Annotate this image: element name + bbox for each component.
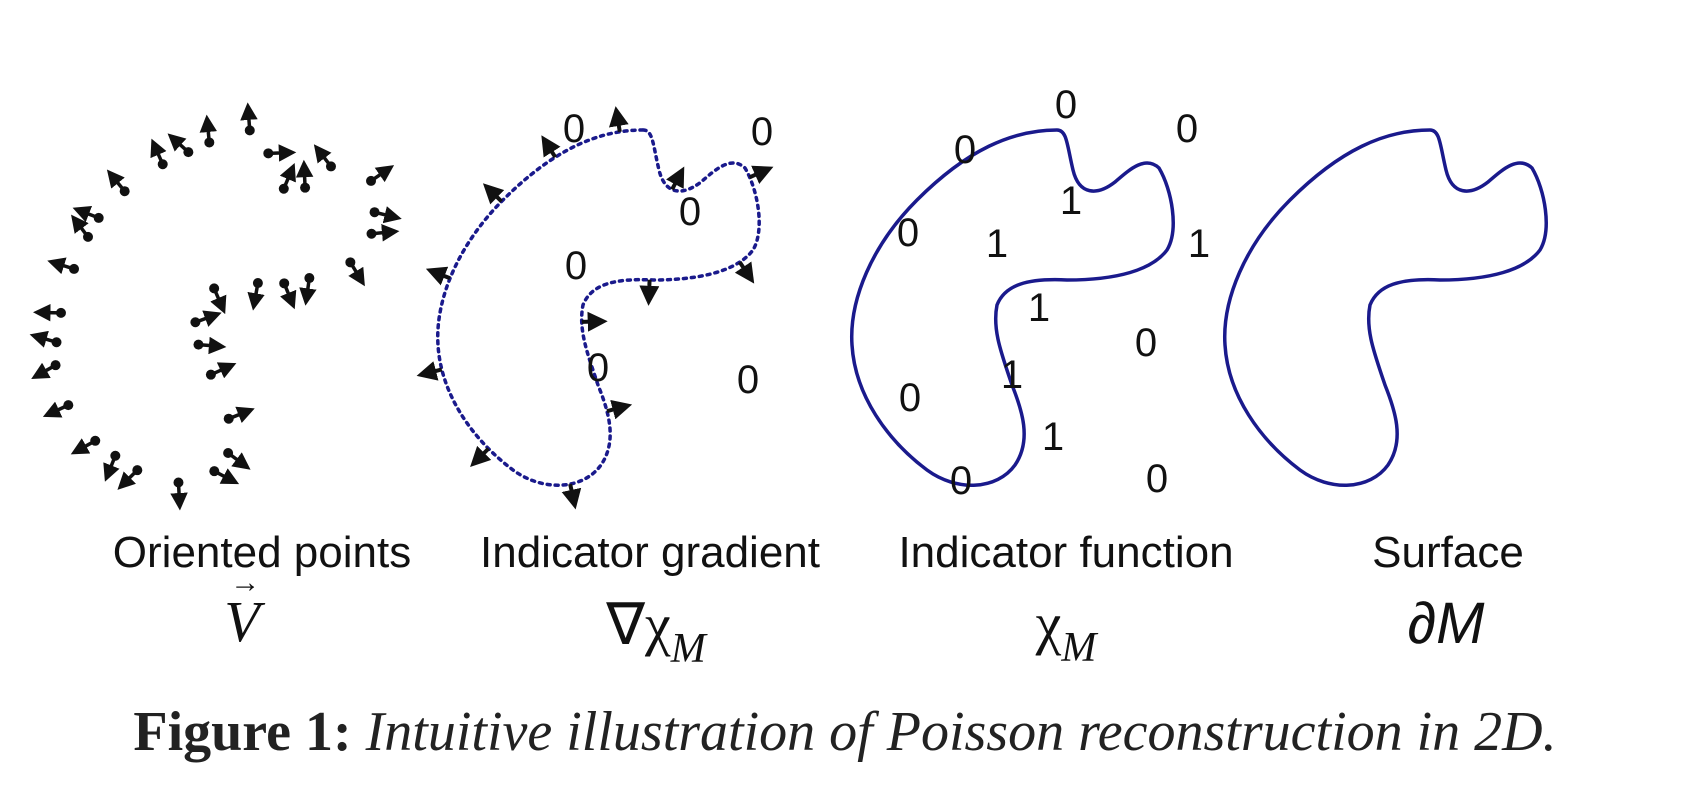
- normal-arrow: [150, 138, 167, 165]
- normal-arrow: [42, 401, 70, 418]
- normal-arrow: [295, 159, 314, 188]
- normal-arrow: [299, 277, 317, 306]
- gradient-arrows: [416, 106, 774, 510]
- inside-one-labels: 1 1 1 1 1 1: [986, 179, 1210, 459]
- outside-zero-labels: 0 0 0 0 0 0 0 0: [897, 83, 1198, 503]
- gradient-arrow: [748, 165, 774, 184]
- gradient-zero-labels: 0 0 0 0 0 0: [563, 107, 773, 402]
- outside-value: 0: [1135, 321, 1157, 365]
- normal-arrow: [370, 165, 395, 183]
- partial-symbol: ∂: [1407, 591, 1437, 656]
- normal-arrow: [198, 336, 227, 355]
- normal-arrow: [29, 330, 57, 348]
- normal-arrow: [117, 468, 139, 490]
- gradient-arrow: [470, 445, 492, 467]
- gradient-arrow: [608, 106, 629, 133]
- solid-boundary-curve: [850, 128, 1175, 487]
- gradient-arrow: [666, 166, 685, 191]
- oriented-points-panel: [29, 102, 402, 511]
- outside-value: 0: [954, 128, 976, 172]
- normal-arrow: [374, 206, 402, 224]
- outside-value: 0: [899, 376, 921, 420]
- gradient-value: 0: [751, 110, 773, 154]
- outside-value: 0: [897, 211, 919, 255]
- symbol-indicator-function: χM: [1035, 590, 1097, 671]
- normal-arrow: [103, 455, 120, 482]
- caption-text: Intuitive illustration of Poisson recons…: [365, 701, 1557, 763]
- symbol-indicator-gradient: ∇χM: [606, 590, 706, 672]
- gradient-value: 0: [587, 346, 609, 390]
- inside-value: 1: [1001, 353, 1023, 397]
- outside-value: 0: [1176, 107, 1198, 151]
- gradient-arrow: [416, 361, 443, 381]
- outside-value: 0: [1146, 457, 1168, 501]
- outside-value: 0: [1055, 83, 1077, 127]
- subscript-m: M: [670, 626, 706, 672]
- normal-arrow: [167, 133, 190, 154]
- panel-label-oriented-points: Oriented points: [112, 528, 412, 577]
- gradient-arrow: [425, 266, 451, 286]
- vector-arrow-icon: →: [230, 566, 261, 599]
- normal-arrow: [194, 310, 222, 327]
- normal-arrow: [247, 282, 265, 311]
- normal-arrow: [280, 282, 297, 310]
- gradient-value: 0: [565, 244, 587, 288]
- m-letter: M: [1436, 591, 1485, 656]
- normal-arrow: [313, 144, 333, 168]
- normal-arrow: [210, 362, 237, 379]
- normal-arrow: [47, 257, 75, 275]
- gradient-arrow: [734, 260, 755, 284]
- dotted-boundary-curve: [436, 128, 761, 487]
- caption-label: Figure 1:: [133, 701, 352, 763]
- normal-arrow: [371, 224, 400, 242]
- gradient-arrow: [606, 399, 633, 420]
- panel-label-surface: Surface: [1372, 528, 1524, 577]
- inside-value: 1: [1060, 179, 1082, 223]
- indicator-gradient-panel: 0 0 0 0 0 0: [416, 106, 774, 510]
- indicator-function-panel: 0 0 0 0 0 0 0 0 1 1 1 1 1 1: [850, 83, 1210, 503]
- gradient-value: 0: [679, 190, 701, 234]
- panel-label-indicator-function: Indicator function: [898, 528, 1234, 577]
- outside-value: 0: [950, 459, 972, 503]
- normal-arrow: [70, 438, 97, 455]
- gradient-arrow: [482, 183, 505, 205]
- normal-arrow: [213, 468, 240, 485]
- normal-arrow: [279, 162, 296, 190]
- normal-arrow: [210, 287, 227, 315]
- normal-arrow: [106, 169, 127, 193]
- normal-arrow: [240, 102, 258, 131]
- figure-caption: Figure 1: Intuitive illustration of Pois…: [133, 700, 1556, 764]
- gradient-value: 0: [737, 358, 759, 402]
- chi: χ: [1035, 591, 1062, 656]
- symbol-vector-v: V →: [224, 566, 260, 655]
- normal-arrow: [31, 362, 57, 379]
- normal-arrow: [227, 451, 251, 470]
- symbol-surface: ∂M: [1408, 590, 1485, 657]
- gradient-value: 0: [563, 107, 585, 151]
- normal-arrow: [348, 261, 365, 287]
- normal-arrow: [199, 114, 218, 143]
- inside-value: 1: [1188, 222, 1210, 266]
- surface-curve: [1223, 128, 1548, 487]
- normal-arrow: [72, 205, 100, 223]
- panel-label-indicator-gradient: Indicator gradient: [480, 528, 820, 577]
- inside-value: 1: [1042, 415, 1064, 459]
- vector-v-letter: V: [224, 589, 260, 654]
- subscript-m: M: [1061, 625, 1097, 671]
- inside-value: 1: [1028, 286, 1050, 330]
- gradient-arrow: [561, 483, 582, 510]
- normal-arrow: [71, 214, 90, 238]
- inside-value: 1: [986, 222, 1008, 266]
- surface-panel: [1223, 128, 1548, 487]
- normal-arrow: [228, 406, 255, 423]
- gradient-chi: ∇χ: [606, 592, 671, 657]
- normal-arrow: [170, 482, 188, 511]
- gradient-arrow: [541, 135, 561, 159]
